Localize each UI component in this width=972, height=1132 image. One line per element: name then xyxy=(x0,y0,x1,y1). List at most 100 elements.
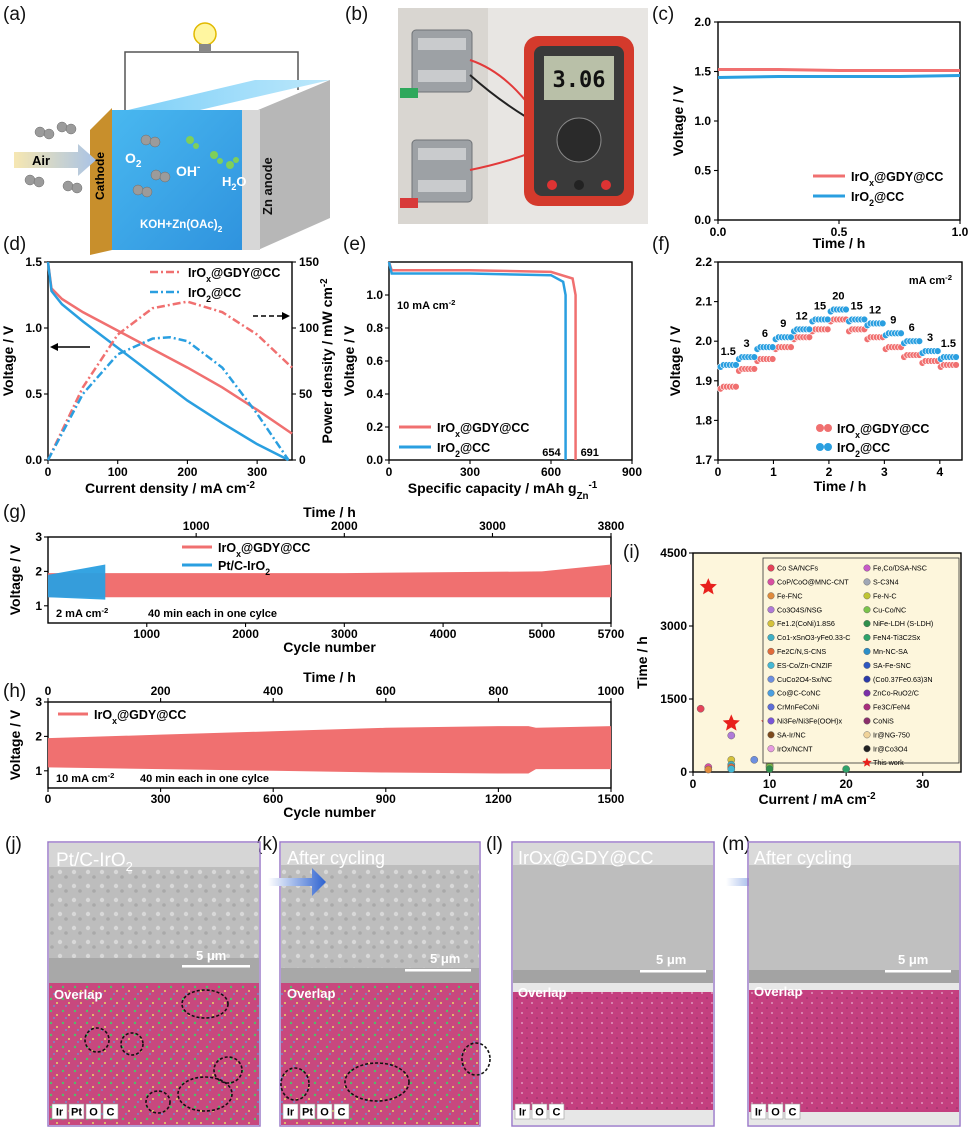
panel-label-e: (e) xyxy=(343,234,366,255)
legend-marker xyxy=(863,731,871,739)
rate-label: 1.5 xyxy=(941,338,956,350)
panel-a: (a) Cathode Zn anode Air xyxy=(3,4,330,255)
x-tick-label: 4 xyxy=(936,465,943,479)
multimeter-screen xyxy=(544,56,614,100)
element-label: O xyxy=(771,1107,780,1119)
x-tick-label: 0.5 xyxy=(831,225,848,239)
element-label: Ir xyxy=(287,1107,295,1119)
series-band-0 xyxy=(48,726,611,774)
unit-annotation: mA cm-2 xyxy=(909,273,952,288)
literature-point xyxy=(750,756,759,764)
x2-tick-label: 2000 xyxy=(331,519,358,533)
x-tick-label: 600 xyxy=(541,465,561,479)
chart-i-frame xyxy=(692,552,962,773)
x-tick-label: 1000 xyxy=(133,627,160,641)
x-tick-label: 1.0 xyxy=(952,225,969,239)
y-tick-label: 0.0 xyxy=(366,453,383,467)
endpoint-label: 691 xyxy=(581,447,599,459)
x-tick-label: 2 xyxy=(826,465,833,479)
legend-marker xyxy=(767,703,775,711)
legend-marker xyxy=(767,606,775,614)
rate-label: 15 xyxy=(814,300,826,312)
element-label: Pt xyxy=(302,1107,313,1119)
x-tick-label: 900 xyxy=(376,792,396,806)
legend-label: SA-Ir/NC xyxy=(777,730,806,739)
panel-label-m: (m) xyxy=(722,834,750,855)
legend-marker xyxy=(767,745,775,753)
legend-label: IrOx@GDY@CC xyxy=(218,541,310,559)
legend-label: Cu-Co/NC xyxy=(873,605,906,614)
zn-anode xyxy=(240,110,260,250)
y-tick-label: 0 xyxy=(680,765,687,779)
air-label: Air xyxy=(32,153,50,168)
legend-marker xyxy=(767,578,775,586)
multimeter-display: 3.06 xyxy=(553,68,606,93)
y-tick-label: 0.6 xyxy=(366,354,383,368)
data-point xyxy=(823,325,832,334)
panel-label-b: (b) xyxy=(345,4,368,25)
x-tick-label: 4000 xyxy=(430,627,457,641)
element-label: O xyxy=(89,1107,98,1119)
element-label: Pt xyxy=(71,1107,82,1119)
y-tick-label: 1.0 xyxy=(25,321,42,335)
sem-j-title: Pt/C-IrO2 xyxy=(56,850,133,874)
data-point xyxy=(805,333,813,341)
x-axis-label: Specific capacity / mAh gZn-1 xyxy=(408,480,598,502)
x2-tick-label: 3800 xyxy=(598,519,625,533)
y-tick-label: 2.2 xyxy=(695,255,712,269)
sem-m: After cycling 5 μm Overlap xyxy=(747,841,961,1127)
x-tick-label: 0 xyxy=(715,465,722,479)
y-tick-label: 2.0 xyxy=(694,15,711,29)
legend-swatch xyxy=(816,424,824,432)
data-point xyxy=(952,353,960,361)
legend-label: Ir@Co3O4 xyxy=(873,744,907,753)
y-tick-label: 1.7 xyxy=(695,453,712,467)
endpoint-label: 654 xyxy=(542,447,561,459)
data-point xyxy=(915,337,924,345)
o2-molecules xyxy=(24,121,171,198)
legend-marker xyxy=(863,703,871,711)
legend-label: IrOx@GDY@CC xyxy=(837,422,929,440)
panel-b: (b) 3.06 xyxy=(345,4,648,224)
legend-label: IrOx/NCNT xyxy=(777,744,813,753)
y-tick-label: 4500 xyxy=(660,546,687,560)
oh-ions xyxy=(186,136,239,169)
legend-marker xyxy=(863,620,871,628)
rate-label: 6 xyxy=(909,322,915,334)
legend-marker xyxy=(863,647,871,655)
element-chip xyxy=(548,1103,565,1120)
h2o-label: H2O xyxy=(222,174,247,192)
literature-point xyxy=(842,765,850,773)
element-legends: Ir Pt O C Ir Pt O C Ir O C Ir O C xyxy=(51,1103,801,1120)
x-axis-label: Current density / mA cm-2 xyxy=(85,480,256,497)
overlap-j: Overlap xyxy=(54,987,102,1002)
panel-label-g: (g) xyxy=(3,502,26,523)
x-tick-label: 0 xyxy=(690,777,697,791)
scale-bar-l: 5 μm xyxy=(656,952,686,967)
legend-swatch xyxy=(824,443,832,451)
legend-marker xyxy=(863,578,871,586)
legend-label: IrO2@CC xyxy=(437,441,490,459)
x-tick-label: 1500 xyxy=(598,792,625,806)
x-tick-label: 100 xyxy=(108,465,128,479)
y-tick-label: 1.0 xyxy=(366,288,383,302)
x-tick-label: 20 xyxy=(839,777,853,791)
element-chip xyxy=(750,1103,767,1120)
legend-box xyxy=(762,557,960,764)
element-label: C xyxy=(553,1107,561,1119)
rate-label: 20 xyxy=(832,291,844,303)
cathode-label: Cathode xyxy=(93,152,107,200)
x-tick-label: 300 xyxy=(460,465,480,479)
x-axis-label: Cycle number xyxy=(283,804,376,820)
element-label: O xyxy=(535,1107,544,1119)
panel-label-h: (h) xyxy=(3,681,26,702)
chart-g: 1 2 3 1000 2000 3000 4000 5000 5700 1000 2000 3000 3… xyxy=(7,504,625,655)
legend-label: S-C3N4 xyxy=(873,578,899,587)
panel-label-k: (k) xyxy=(256,834,278,855)
legend-marker xyxy=(863,661,871,669)
x2-tick-label: 800 xyxy=(488,684,508,698)
x-axis-label: Cycle number xyxy=(283,639,376,655)
y-tick-label: 3 xyxy=(35,695,42,709)
legend-label: ZnCo-RuO2/C xyxy=(873,689,919,698)
